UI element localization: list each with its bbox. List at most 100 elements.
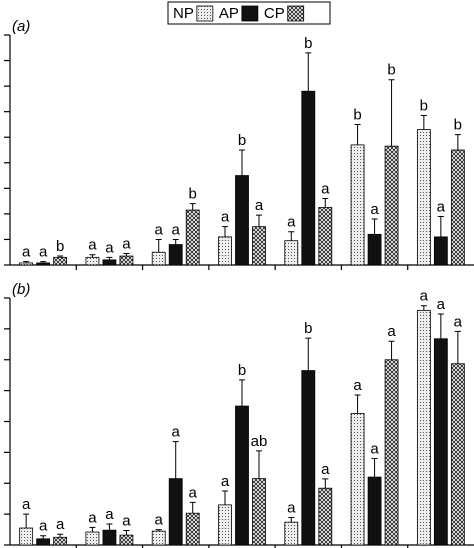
error-bar (454, 330, 461, 364)
significance-letter: a (221, 473, 230, 490)
significance-letter: a (221, 209, 230, 226)
bar (433, 236, 448, 266)
bar (151, 251, 166, 266)
error-bar (222, 226, 228, 237)
significance-letter: a (454, 313, 463, 330)
bar (36, 262, 51, 266)
significance-letter: a (22, 244, 31, 261)
error-bar (322, 198, 329, 208)
significance-letter: a (321, 461, 330, 478)
bar (119, 534, 134, 546)
panel-label: (a) (12, 18, 30, 35)
bar (252, 226, 266, 266)
significance-letter: a (387, 323, 396, 340)
significance-letter: a (172, 221, 181, 238)
error-bar (106, 523, 113, 531)
bar (185, 209, 200, 266)
legend-label: NP (173, 5, 194, 22)
bar (301, 370, 316, 546)
bar (119, 255, 134, 266)
bar (252, 478, 266, 546)
significance-letter: b (189, 186, 197, 203)
error-bar (239, 379, 245, 407)
error-bar (89, 526, 96, 533)
error-bar (371, 218, 378, 235)
significance-letter: a (370, 441, 379, 458)
error-bar (371, 458, 378, 478)
significance-letter: b (304, 320, 312, 337)
error-bar (239, 149, 245, 176)
bar (53, 256, 68, 266)
error-bar (437, 215, 444, 237)
error-bar (354, 123, 361, 145)
bar (235, 405, 249, 546)
significance-letter: a (39, 244, 48, 261)
significance-letter: a (122, 235, 131, 252)
bar (235, 175, 249, 266)
error-bar (106, 256, 113, 260)
bar (416, 309, 431, 546)
significance-letter: a (437, 198, 446, 215)
significance-letter: ab (251, 433, 268, 450)
error-bar (57, 533, 64, 538)
bar (102, 529, 117, 546)
bar (367, 476, 382, 546)
significance-letter: a (105, 239, 114, 256)
error-bar (222, 490, 228, 505)
error-bar (23, 261, 30, 263)
significance-letter: a (255, 197, 264, 214)
significance-letter: a (437, 296, 446, 313)
bar (85, 531, 100, 546)
error-bar (172, 238, 179, 245)
error-bar (305, 337, 312, 371)
bar (318, 487, 333, 546)
bar (168, 478, 183, 546)
error-bar (305, 52, 312, 92)
significance-letter: a (155, 512, 164, 529)
significance-letter: b (387, 62, 395, 79)
panel-label: (b) (12, 281, 30, 298)
significance-letter: a (56, 516, 65, 533)
significance-letter: b (304, 35, 312, 52)
significance-letter: a (122, 512, 131, 529)
bar (102, 259, 117, 266)
bar (384, 145, 399, 266)
bar (218, 236, 232, 266)
significance-letter: a (189, 484, 198, 501)
significance-letter: a (88, 509, 97, 526)
error-bar (420, 305, 427, 311)
legend-label: CP (264, 5, 285, 22)
significance-letter: a (22, 496, 31, 513)
significance-letter: a (172, 424, 181, 441)
bar (151, 530, 166, 546)
significance-letter: b (238, 132, 246, 149)
error-bar (288, 517, 295, 523)
bar (367, 233, 382, 266)
significance-letter: b (454, 117, 462, 134)
error-bar (189, 501, 196, 514)
significance-letter: a (353, 377, 362, 394)
error-bar (322, 478, 329, 489)
significance-letter: b (238, 362, 246, 379)
bar (53, 536, 68, 546)
bar (218, 504, 232, 546)
significance-letter: b (353, 106, 361, 123)
significance-letter: b (56, 238, 64, 255)
significance-letter: b (420, 97, 428, 114)
error-bar (123, 529, 130, 536)
bar (85, 256, 100, 266)
error-bar (155, 238, 162, 253)
error-bar (89, 254, 96, 258)
bar (416, 129, 431, 266)
legend-swatch (196, 5, 214, 22)
legend-swatch (287, 5, 305, 22)
bar (450, 149, 465, 266)
error-bar (189, 203, 196, 211)
error-bar (40, 535, 47, 539)
bar (19, 262, 34, 266)
bar (36, 538, 51, 546)
bar (350, 144, 365, 266)
bar (301, 90, 316, 266)
bar (185, 512, 200, 546)
error-bar (388, 79, 395, 147)
